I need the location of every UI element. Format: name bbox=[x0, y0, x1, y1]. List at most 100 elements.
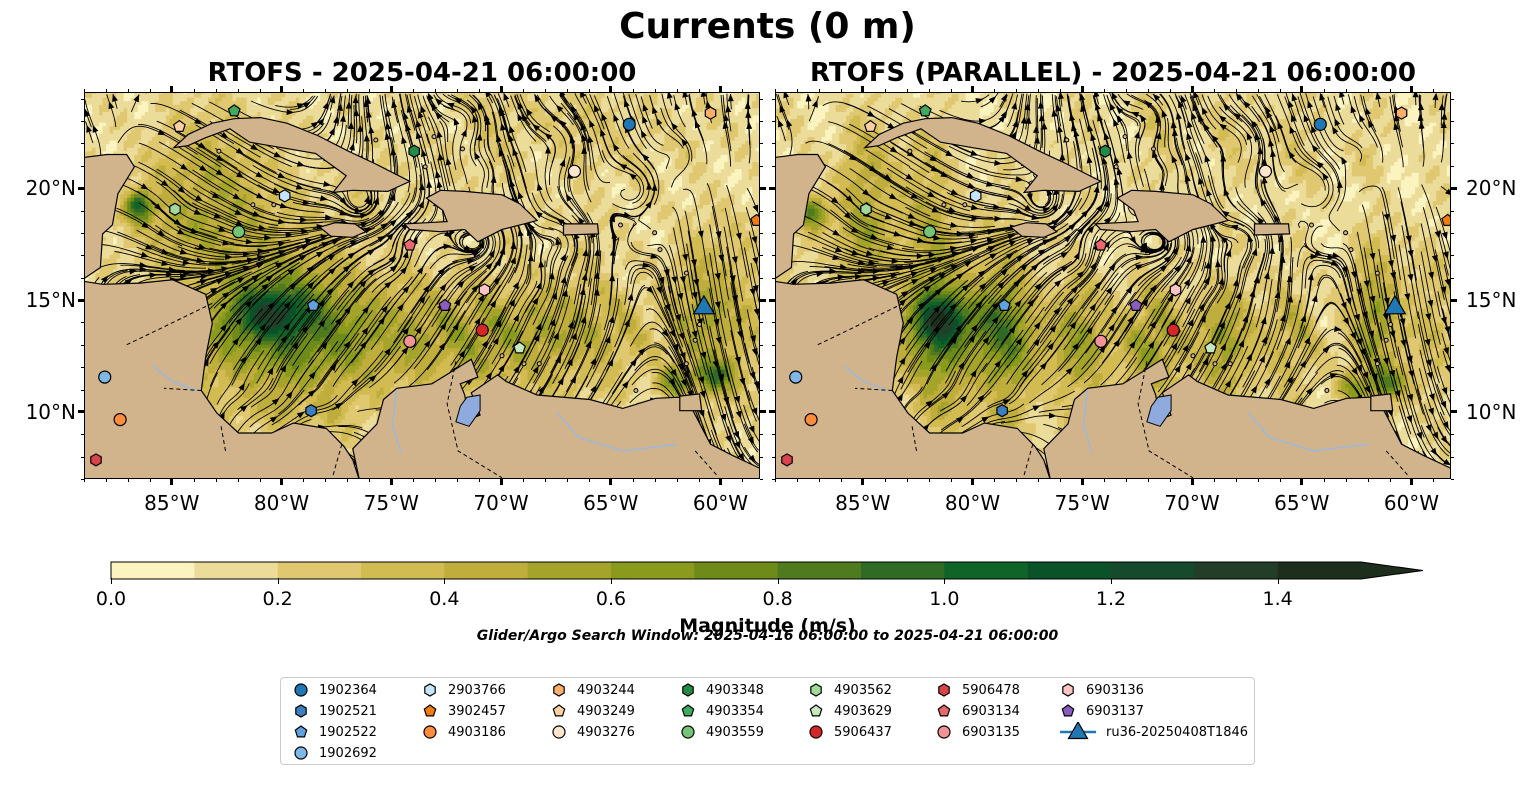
platform-marker-4903629[interactable] bbox=[1204, 341, 1218, 354]
platform-marker-5906478[interactable] bbox=[90, 453, 102, 467]
platform-marker-1902692[interactable] bbox=[789, 370, 803, 384]
platform-marker-4903348[interactable] bbox=[1099, 144, 1111, 158]
platform-marker-6903135[interactable] bbox=[1094, 334, 1108, 348]
platform-marker-6903134[interactable] bbox=[1094, 238, 1108, 251]
lon-minor-tick bbox=[1104, 89, 1106, 92]
platform-marker-2903766[interactable] bbox=[278, 189, 291, 203]
legend-item: 6903137 bbox=[1060, 701, 1144, 721]
lon-minor-tick bbox=[1082, 89, 1084, 92]
platform-marker-1902522[interactable] bbox=[306, 298, 320, 311]
platform-marker-1902364[interactable] bbox=[1313, 117, 1327, 131]
platform-marker-4903186[interactable] bbox=[113, 413, 127, 427]
platform-marker-1902692[interactable] bbox=[98, 370, 112, 384]
colorbar-segment bbox=[111, 562, 195, 579]
platform-marker-3902457[interactable] bbox=[750, 213, 760, 226]
lon-minor-tick bbox=[928, 89, 930, 92]
lon-minor-tick bbox=[171, 89, 173, 92]
platform-marker-4903348[interactable] bbox=[408, 144, 420, 158]
platform-marker-4903249[interactable] bbox=[172, 119, 186, 133]
lon-tick-label: 85°W bbox=[823, 491, 903, 515]
lat-tick bbox=[1451, 298, 1457, 302]
small-island bbox=[1190, 353, 1196, 359]
platform-marker-1902522[interactable] bbox=[997, 298, 1011, 311]
platform-marker-6903136[interactable] bbox=[478, 283, 491, 297]
lat-minor-tick bbox=[81, 121, 84, 123]
platform-marker-3902457[interactable] bbox=[1441, 213, 1451, 226]
lat-minor-tick bbox=[772, 121, 775, 123]
map-panel-rtofs-parallel[interactable] bbox=[775, 92, 1451, 479]
lon-minor-tick bbox=[127, 479, 129, 482]
map-panel-rtofs[interactable] bbox=[84, 92, 760, 479]
lon-minor-tick bbox=[193, 89, 195, 92]
platform-marker-6903134[interactable] bbox=[403, 238, 417, 251]
lon-minor-tick bbox=[369, 89, 371, 92]
platform-marker-4903186[interactable] bbox=[804, 413, 818, 427]
lon-tick-label: 70°W bbox=[461, 491, 541, 515]
platform-marker-ru36-20250408T1846[interactable] bbox=[1383, 294, 1407, 315]
platform-markers bbox=[781, 104, 1451, 467]
lon-minor-tick bbox=[149, 479, 151, 482]
small-island bbox=[697, 322, 702, 327]
platform-marker-4903354[interactable] bbox=[227, 104, 241, 117]
lon-minor-tick bbox=[479, 479, 481, 482]
platform-marker-1902521[interactable] bbox=[996, 404, 1008, 418]
platform-marker-5906437[interactable] bbox=[1166, 323, 1180, 337]
platform-marker-4903249[interactable] bbox=[863, 119, 877, 133]
colorbar-tick-label: 0.2 bbox=[238, 588, 318, 610]
legend-marker-icon bbox=[552, 704, 566, 717]
lat-minor-tick bbox=[1451, 232, 1454, 234]
legend-item: 4903249 bbox=[551, 701, 635, 721]
platform-marker-4903276[interactable] bbox=[567, 164, 582, 178]
lat-minor-tick bbox=[760, 479, 763, 480]
colorbar-segment bbox=[277, 562, 362, 579]
platform-marker-4903244[interactable] bbox=[1395, 106, 1408, 120]
yucatan-land bbox=[776, 153, 827, 279]
lat-minor-tick bbox=[1451, 434, 1454, 436]
lon-tick-label: 80°W bbox=[242, 491, 322, 515]
lon-minor-tick bbox=[84, 89, 85, 92]
river bbox=[1247, 412, 1369, 452]
colorbar-segment bbox=[777, 562, 862, 579]
platform-marker-ru36-20250408T1846[interactable] bbox=[692, 294, 716, 315]
hispaniola-land bbox=[402, 189, 539, 243]
platform-marker-4903562[interactable] bbox=[169, 202, 181, 216]
platform-marker-4903244[interactable] bbox=[704, 106, 717, 120]
lon-minor-tick bbox=[1082, 479, 1084, 482]
platform-marker-6903135[interactable] bbox=[403, 334, 417, 348]
lat-minor-tick bbox=[760, 232, 763, 234]
platform-marker-1902521[interactable] bbox=[305, 404, 317, 418]
platform-marker-2903766[interactable] bbox=[969, 189, 982, 203]
platform-marker-5906437[interactable] bbox=[475, 323, 489, 337]
small-island bbox=[1383, 337, 1389, 343]
lon-minor-tick bbox=[972, 89, 974, 92]
lon-minor-tick bbox=[588, 479, 590, 482]
platform-marker-4903559[interactable] bbox=[923, 225, 937, 239]
platform-marker-6903137[interactable] bbox=[1129, 298, 1143, 311]
platform-marker-6903136[interactable] bbox=[1169, 283, 1182, 297]
country-border bbox=[332, 444, 343, 476]
landmasses bbox=[776, 116, 1450, 478]
lon-tick bbox=[971, 479, 975, 485]
lat-minor-tick bbox=[1451, 479, 1454, 480]
lon-minor-tick bbox=[928, 479, 930, 482]
lon-minor-tick bbox=[1235, 479, 1237, 482]
lat-minor-tick bbox=[1451, 277, 1454, 279]
legend-label: 4903244 bbox=[577, 683, 635, 698]
small-island bbox=[1343, 230, 1349, 236]
legend-item: 6903134 bbox=[936, 701, 1020, 721]
platform-marker-5906478[interactable] bbox=[781, 453, 793, 467]
platform-marker-4903629[interactable] bbox=[513, 341, 527, 354]
platform-marker-1902364[interactable] bbox=[622, 117, 636, 131]
platform-marker-4903276[interactable] bbox=[1258, 164, 1273, 178]
lat-minor-tick bbox=[1451, 300, 1454, 302]
legend-item: 1902522 bbox=[293, 722, 377, 742]
small-island bbox=[683, 270, 689, 276]
lon-tick-label: 75°W bbox=[351, 491, 431, 515]
platform-marker-4903354[interactable] bbox=[918, 104, 932, 117]
platform-marker-4903562[interactable] bbox=[860, 202, 872, 216]
lat-tick-label: 10°N bbox=[1466, 400, 1530, 424]
platform-marker-6903137[interactable] bbox=[438, 298, 452, 311]
lat-minor-tick bbox=[772, 300, 775, 302]
colorbar-segment bbox=[611, 562, 695, 579]
platform-marker-4903559[interactable] bbox=[232, 225, 246, 239]
